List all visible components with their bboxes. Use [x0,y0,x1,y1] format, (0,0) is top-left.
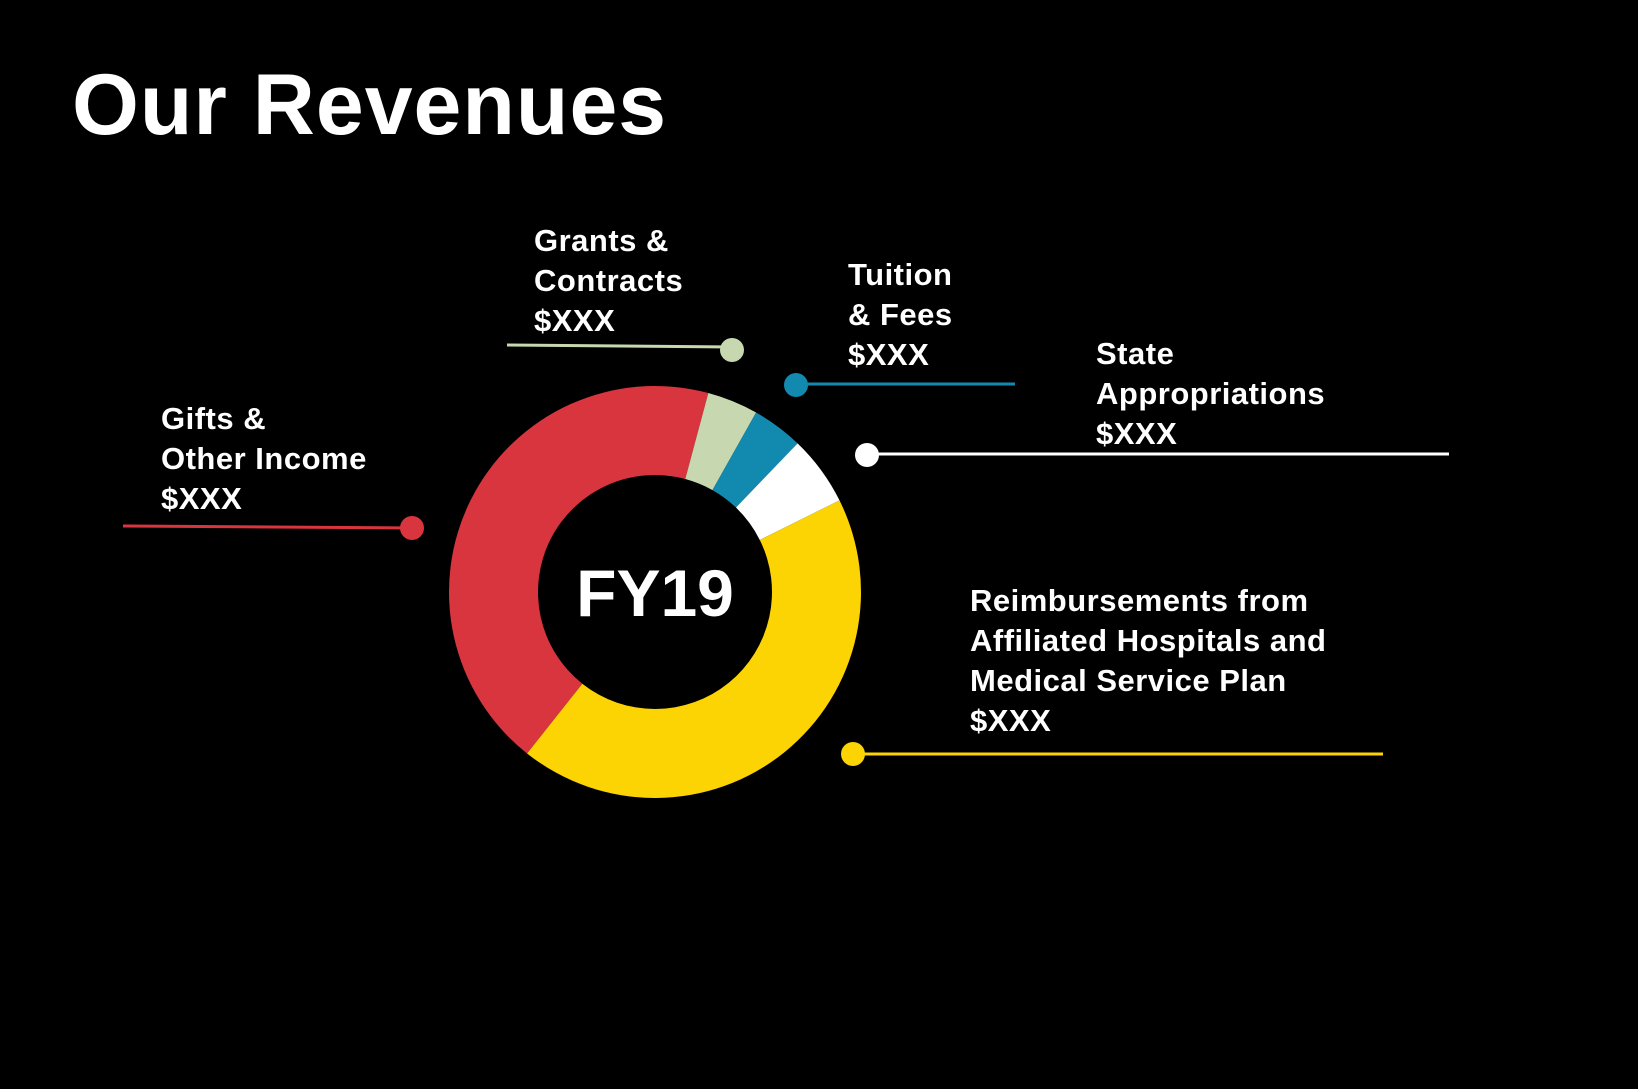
gifts-name-line-2: Other Income [161,441,367,476]
tuition-name-line-1: Tuition [848,257,953,292]
leader-line-grants [506,343,733,349]
reimbursements-name-line-1: Reimbursements from [970,583,1309,618]
leader-dot-grants [720,338,744,362]
leader-dot-gifts [400,516,424,540]
page-title: Our Revenues [72,57,668,153]
tuition-value: $XXX [848,337,930,372]
leader-line-gifts [122,524,413,530]
slice-state [735,443,840,540]
state-label: State Appropriations $XXX [1096,334,1325,454]
leader-lines [122,338,1449,766]
state-name-line-1: State [1096,336,1175,371]
tuition-name-line-2: & Fees [848,297,953,332]
slice-gifts [449,386,709,754]
slice-grants [685,393,757,491]
center-label: FY19 [576,556,734,630]
grants-name-line-1: Grants & [534,223,669,258]
gifts-name-line-1: Gifts & [161,401,267,436]
gifts-value: $XXX [161,481,243,516]
reimbursements-name-line-3: Medical Service Plan [970,663,1287,698]
tuition-label: Tuition & Fees $XXX [848,255,953,375]
state-name-line-2: Appropriations [1096,376,1326,411]
donut-slices [449,386,861,798]
grants-value: $XXX [534,303,616,338]
leader-dot-reimbursements [841,742,865,766]
reimbursements-name-line-2: Affiliated Hospitals and [970,623,1327,658]
state-value: $XXX [1096,416,1178,451]
leader-dot-tuition [784,373,808,397]
slice-tuition [712,412,798,508]
grants-label: Grants & Contracts $XXX [534,221,683,341]
grants-name-line-2: Contracts [534,263,684,298]
reimbursements-value: $XXX [970,703,1052,738]
gifts-label: Gifts & Other Income $XXX [161,399,367,519]
reimbursements-label: Reimbursements from Affiliated Hospitals… [970,581,1326,741]
slice-reimbursements [527,500,861,798]
leader-dot-state [855,443,879,467]
